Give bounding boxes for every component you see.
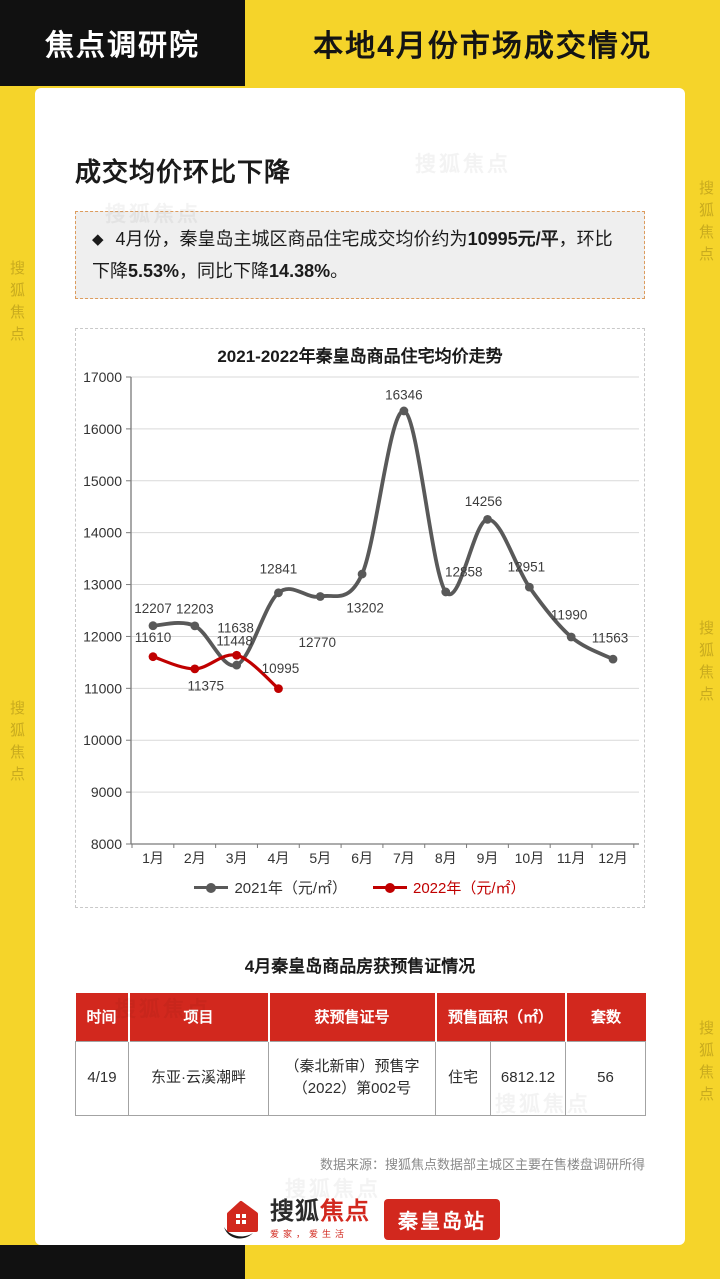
diamond-bullet-icon: ◆ xyxy=(92,231,104,248)
table-row: 4/19 东亚·云溪潮畔 （秦北新审）预售字（2022）第002号 住宅 681… xyxy=(75,1040,647,1116)
research-institute-logo-box: 焦点调研院 xyxy=(0,0,245,86)
col-header-project: 项目 xyxy=(127,993,269,1041)
sohu-focus-logo-icon xyxy=(224,1200,258,1239)
summary-callout: ◆ 4月份，秦皇岛主城区商品住宅成交均价约为10995元/平，环比下降5.53%，… xyxy=(75,211,645,299)
legend-label-2021: 2021年（元/㎡） xyxy=(234,880,347,897)
svg-text:8000: 8000 xyxy=(91,836,122,852)
callout-text: 。 xyxy=(330,261,349,281)
col-header-time: 时间 xyxy=(75,993,129,1041)
svg-text:11610: 11610 xyxy=(135,630,172,645)
cell-project: 东亚·云溪潮畔 xyxy=(128,1040,269,1116)
brand-name: 搜狐焦点 xyxy=(270,1199,370,1225)
svg-text:11990: 11990 xyxy=(551,607,588,622)
svg-text:15000: 15000 xyxy=(83,473,122,489)
chart-legend: 2021年（元/㎡） 2022年（元/㎡） xyxy=(76,877,644,898)
cell-permit-number: （秦北新审）预售字（2022）第002号 xyxy=(268,1040,436,1116)
cell-units: 56 xyxy=(565,1040,647,1116)
svg-text:9000: 9000 xyxy=(91,784,122,800)
chart-title: 2021-2022年秦皇岛商品住宅均价走势 xyxy=(217,347,503,366)
cell-area: 6812.12 xyxy=(489,1040,567,1116)
svg-text:14256: 14256 xyxy=(465,494,503,509)
table-title: 4月秦皇岛商品房获预售证情况 xyxy=(244,957,476,976)
svg-text:11448: 11448 xyxy=(216,634,253,649)
svg-text:4月: 4月 xyxy=(268,850,290,866)
legend-line-dot-icon xyxy=(373,882,407,893)
svg-text:1月: 1月 xyxy=(142,850,164,866)
callout-price: 10995元/平 xyxy=(467,229,559,249)
research-institute-label: 焦点调研院 xyxy=(44,30,200,62)
svg-text:12858: 12858 xyxy=(445,564,483,579)
svg-text:10月: 10月 xyxy=(515,850,545,866)
brand-text-block: 搜狐焦点 爱家，爱生活 xyxy=(270,1199,370,1240)
svg-text:9月: 9月 xyxy=(477,850,499,866)
section-title: 成交均价环比下降 xyxy=(75,157,292,187)
svg-text:16000: 16000 xyxy=(83,421,122,437)
callout-mom-drop: 5.53% xyxy=(128,261,180,281)
svg-text:11000: 11000 xyxy=(84,680,122,696)
svg-text:11563: 11563 xyxy=(592,631,629,646)
footer-band-black xyxy=(0,1245,245,1279)
legend-label-2022: 2022年（元/㎡） xyxy=(413,880,526,897)
page-title: 本地4月份市场成交情况 xyxy=(313,30,652,63)
footer-brand: 搜狐焦点 爱家，爱生活 秦皇岛站 xyxy=(75,1199,645,1241)
svg-text:10995: 10995 xyxy=(262,661,300,676)
svg-text:2月: 2月 xyxy=(184,850,206,866)
callout-yoy-drop: 14.38% xyxy=(269,261,331,281)
svg-text:8月: 8月 xyxy=(435,850,457,866)
watermark-text: 搜狐焦点 xyxy=(697,180,714,268)
col-header-units: 套数 xyxy=(564,993,646,1041)
table-header-row: 时间 项目 获预售证号 预售面积（㎡） 套数 xyxy=(75,993,646,1041)
price-trend-chart-panel: 2021-2022年秦皇岛商品住宅均价走势 8000 9000 10000 11000… xyxy=(75,328,645,908)
svg-text:13000: 13000 xyxy=(83,577,122,593)
svg-text:10000: 10000 xyxy=(83,732,122,748)
svg-text:3月: 3月 xyxy=(226,850,248,866)
content-card: 搜狐焦点 搜狐焦点 搜狐焦点 搜狐焦点 搜狐焦点 搜狐焦点 搜狐焦点 搜狐焦点 … xyxy=(35,88,685,1245)
svg-text:12月: 12月 xyxy=(598,850,628,866)
svg-text:17000: 17000 xyxy=(83,372,122,385)
watermark-text: 搜狐焦点 xyxy=(697,620,714,708)
svg-text:12770: 12770 xyxy=(298,635,336,650)
legend-item-2022: 2022年（元/㎡） xyxy=(373,877,526,898)
callout-text: ，同比下降 xyxy=(179,261,270,281)
station-badge: 秦皇岛站 xyxy=(384,1199,500,1240)
cell-time: 4/19 xyxy=(75,1040,129,1116)
svg-text:13202: 13202 xyxy=(346,601,384,616)
brand-slogan: 爱家，爱生活 xyxy=(270,1229,349,1239)
svg-text:6月: 6月 xyxy=(351,850,373,866)
svg-text:11375: 11375 xyxy=(188,678,225,693)
brand-name-focus: 焦点 xyxy=(320,1198,370,1225)
svg-text:14000: 14000 xyxy=(83,525,122,541)
price-trend-line-chart: 8000 9000 10000 11000 12000 13000 14000 15000 16… xyxy=(83,372,639,866)
svg-text:12207: 12207 xyxy=(134,601,172,616)
data-source-note: 数据来源：搜狐焦点数据部主城区主要在售楼盘调研所得 xyxy=(319,1156,645,1172)
callout-text: ，环比下降 xyxy=(92,229,613,281)
header-band: 焦点调研院 本地4月份市场成交情况 xyxy=(0,0,720,86)
col-header-permit-number: 获预售证号 xyxy=(267,993,436,1041)
svg-text:12203: 12203 xyxy=(176,601,214,616)
svg-text:12841: 12841 xyxy=(260,561,298,576)
svg-text:7月: 7月 xyxy=(393,850,415,866)
watermark-text: 搜狐焦点 xyxy=(8,260,25,348)
watermark-text: 搜狐焦点 xyxy=(8,700,25,788)
svg-text:5月: 5月 xyxy=(309,850,331,866)
brand-name-sohu: 搜狐 xyxy=(270,1198,320,1225)
presale-permit-table: 时间 项目 获预售证号 预售面积（㎡） 套数 4/19 东亚·云溪潮畔 （秦北新… xyxy=(75,993,647,1116)
watermark-text: 搜狐焦点 xyxy=(697,1020,714,1108)
callout-text: 4月份，秦皇岛主城区商品住宅成交均价约为 xyxy=(115,229,468,249)
svg-text:11月: 11月 xyxy=(557,850,586,866)
legend-item-2021: 2021年（元/㎡） xyxy=(194,877,347,898)
legend-line-dot-icon xyxy=(194,882,229,893)
col-header-presale-area: 预售面积（㎡） xyxy=(434,993,566,1041)
svg-text:11638: 11638 xyxy=(217,621,254,636)
svg-text:12000: 12000 xyxy=(83,628,122,644)
svg-text:12951: 12951 xyxy=(508,560,546,575)
cell-use-type: 住宅 xyxy=(435,1040,491,1116)
svg-text:16346: 16346 xyxy=(385,387,423,402)
